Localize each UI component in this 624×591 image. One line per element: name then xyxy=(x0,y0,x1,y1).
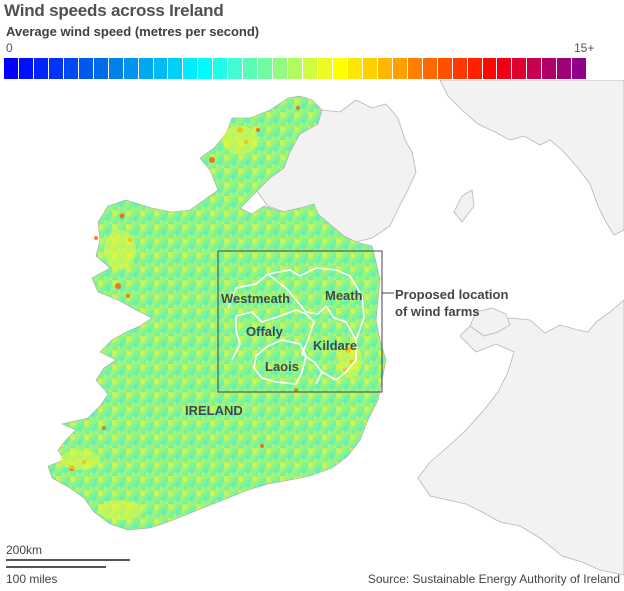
legend-swatch xyxy=(527,58,542,79)
map xyxy=(47,80,624,576)
legend-swatch xyxy=(572,58,587,79)
country-label-ireland: IRELAND xyxy=(185,403,243,418)
legend-swatch xyxy=(452,58,467,79)
legend-swatch xyxy=(303,58,318,79)
legend-swatch xyxy=(542,58,557,79)
color-scale-legend xyxy=(4,58,587,79)
legend-swatch xyxy=(4,58,18,79)
legend-swatch xyxy=(288,58,303,79)
legend-swatch xyxy=(347,58,362,79)
legend-swatch xyxy=(482,58,497,79)
callout-line-1: Proposed location xyxy=(395,287,509,302)
legend-swatch xyxy=(243,58,258,79)
legend-swatch xyxy=(63,58,78,79)
chart-title: Wind speeds across Ireland xyxy=(4,1,224,20)
county-label-laois: Laois xyxy=(265,359,299,374)
legend-swatch xyxy=(168,58,183,79)
legend-swatch xyxy=(153,58,168,79)
legend-swatch xyxy=(557,58,572,79)
legend-swatch xyxy=(332,58,347,79)
legend-swatch xyxy=(33,58,48,79)
legend-swatch xyxy=(213,58,228,79)
legend-swatch xyxy=(183,58,198,79)
legend-swatch xyxy=(138,58,153,79)
legend-swatch xyxy=(497,58,512,79)
legend-swatch xyxy=(108,58,123,79)
callout-label: Proposed location of wind farms xyxy=(395,286,508,320)
county-label-meath: Meath xyxy=(325,288,363,303)
legend-swatch xyxy=(48,58,63,79)
scale-bar-km xyxy=(6,559,130,561)
legend-swatch xyxy=(18,58,33,79)
source-credit: Source: Sustainable Energy Authority of … xyxy=(367,572,620,586)
legend-max-label: 15+ xyxy=(574,41,595,55)
legend-swatch xyxy=(198,58,213,79)
legend-swatch xyxy=(422,58,437,79)
legend-swatch xyxy=(258,58,273,79)
legend-swatch xyxy=(512,58,527,79)
legend-swatch xyxy=(377,58,392,79)
ireland-wind-map xyxy=(47,95,387,531)
legend-swatch xyxy=(437,58,452,79)
scale-km-label: 200km xyxy=(6,543,43,557)
scale-bar-miles xyxy=(6,566,106,568)
county-label-offaly: Offaly xyxy=(246,324,283,339)
legend-swatch xyxy=(407,58,422,79)
legend-swatch xyxy=(78,58,93,79)
legend-swatch xyxy=(228,58,243,79)
legend-swatch xyxy=(273,58,288,79)
legend-swatch xyxy=(318,58,332,79)
scale-miles-label: 100 miles xyxy=(6,572,58,586)
callout-line-2: of wind farms xyxy=(395,304,480,319)
legend-swatch xyxy=(362,58,377,79)
legend-swatch xyxy=(123,58,138,79)
county-label-kildare: Kildare xyxy=(313,338,358,353)
legend-swatch xyxy=(392,58,407,79)
legend-swatch xyxy=(93,58,108,79)
legend-min-label: 0 xyxy=(6,41,13,55)
county-label-westmeath: Westmeath xyxy=(221,291,291,306)
legend-swatch xyxy=(467,58,482,79)
legend-title: Average wind speed (metres per second) xyxy=(6,24,260,39)
wind-farm-region-box xyxy=(217,250,383,393)
